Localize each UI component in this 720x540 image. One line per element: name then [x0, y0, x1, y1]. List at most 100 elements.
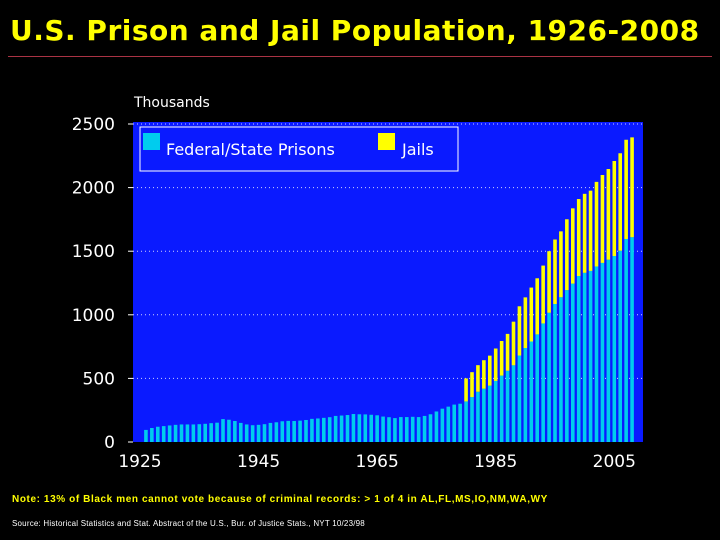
bar-jails — [482, 360, 486, 389]
y-axis-ticks: 0 500 1000 1500 2000 2500 — [72, 115, 133, 453]
bar-prisons — [357, 414, 362, 442]
bar-prisons — [482, 388, 486, 442]
bar-prisons — [203, 423, 208, 442]
bar-prisons — [262, 424, 267, 442]
x-tick-label: 1925 — [118, 452, 161, 472]
footnote: Note: 13% of Black men cannot vote becau… — [12, 494, 548, 505]
bar-jails — [618, 153, 623, 251]
bar-jails — [559, 231, 563, 298]
bar-prisons — [547, 312, 551, 442]
bar-prisons — [440, 408, 445, 442]
bar-prisons — [570, 283, 575, 442]
bar-jails — [600, 175, 605, 263]
bar-prisons — [458, 403, 462, 442]
x-tick-label: 1985 — [474, 452, 517, 472]
y-tick-label: 1000 — [72, 306, 115, 326]
bar-prisons — [535, 334, 540, 442]
bar-prisons — [410, 416, 415, 442]
plot-area — [133, 122, 643, 442]
bar-prisons — [161, 426, 166, 442]
bar-prisons — [333, 415, 338, 442]
bar-prisons — [612, 256, 617, 442]
bar-prisons — [280, 421, 285, 442]
bar-jails — [547, 251, 551, 313]
source-citation: Source: Historical Statistics and Stat. … — [12, 519, 365, 528]
x-tick-label: 1945 — [237, 452, 280, 472]
bar-prisons — [576, 276, 581, 442]
bar-prisons — [624, 238, 628, 442]
bar-jails — [487, 355, 492, 386]
bar-prisons — [559, 297, 563, 442]
y-tick-label: 2500 — [72, 115, 115, 135]
bar-prisons — [452, 404, 457, 442]
bar-prisons — [321, 417, 326, 442]
bar-prisons — [250, 425, 255, 442]
bar-jails — [493, 348, 498, 381]
bar-prisons — [588, 270, 593, 442]
bar-prisons — [529, 341, 534, 442]
bar-prisons — [209, 423, 213, 442]
bar-prisons — [167, 425, 172, 442]
x-axis-ticks: 1925 1945 1965 1985 2005 — [118, 452, 636, 472]
legend-swatch-jails — [378, 133, 395, 150]
bar-prisons — [286, 420, 291, 442]
bar-jails — [565, 219, 569, 291]
bar-prisons — [541, 323, 545, 442]
slide-title: U.S. Prison and Jail Population, 1926-20… — [10, 14, 700, 47]
bar-prisons — [606, 259, 611, 442]
bar-jails — [535, 278, 540, 335]
bar-prisons — [523, 348, 528, 442]
bar-prisons — [393, 418, 397, 442]
bar-prisons — [594, 266, 599, 442]
bar-prisons — [582, 272, 587, 442]
bars — [144, 137, 634, 442]
bar-jails — [594, 181, 599, 267]
bar-jails — [624, 139, 628, 239]
bar-prisons — [387, 417, 391, 442]
bar-prisons — [351, 414, 356, 442]
bar-jails — [612, 161, 617, 257]
bar-prisons — [363, 414, 368, 442]
bar-prisons — [600, 262, 605, 442]
bar-prisons — [499, 375, 504, 442]
bar-jails — [505, 333, 510, 371]
bar-prisons — [256, 424, 261, 442]
bar-prisons — [238, 422, 243, 442]
bar-jails — [606, 169, 611, 260]
bar-jails — [553, 239, 557, 304]
bar-prisons — [304, 419, 308, 442]
bar-prisons — [144, 429, 148, 442]
bar-prisons — [191, 424, 196, 442]
bar-prisons — [511, 365, 516, 442]
bar-jails — [630, 137, 634, 238]
bar-prisons — [155, 426, 160, 442]
bar-prisons — [221, 419, 225, 442]
bar-prisons — [150, 428, 154, 442]
gridlines — [133, 123, 643, 379]
bar-prisons — [274, 422, 279, 442]
bar-jails — [570, 208, 575, 284]
bar-prisons — [298, 420, 302, 442]
bar-prisons — [470, 397, 474, 442]
bar-prisons — [339, 415, 344, 442]
bar-prisons — [404, 417, 409, 442]
bar-prisons — [464, 401, 468, 442]
bar-prisons — [197, 424, 202, 442]
bar-jails — [582, 193, 587, 273]
bar-jails — [541, 265, 545, 324]
bar-prisons — [179, 424, 184, 442]
bar-prisons — [316, 418, 320, 442]
bar-jails — [588, 190, 593, 271]
bar-prisons — [505, 370, 510, 442]
bar-prisons — [227, 419, 231, 442]
y-tick-label: 0 — [104, 433, 115, 453]
prison-population-chart: 0 500 1000 1500 2000 2500 1925 1945 1965 1985 200… — [72, 95, 643, 472]
bar-prisons — [244, 424, 249, 442]
bar-jails — [517, 306, 522, 356]
bar-prisons — [618, 250, 623, 442]
x-tick-label: 2005 — [593, 452, 636, 472]
bar-prisons — [565, 290, 569, 442]
bar-prisons — [292, 421, 296, 442]
bar-prisons — [434, 411, 439, 442]
bar-prisons — [310, 418, 314, 442]
